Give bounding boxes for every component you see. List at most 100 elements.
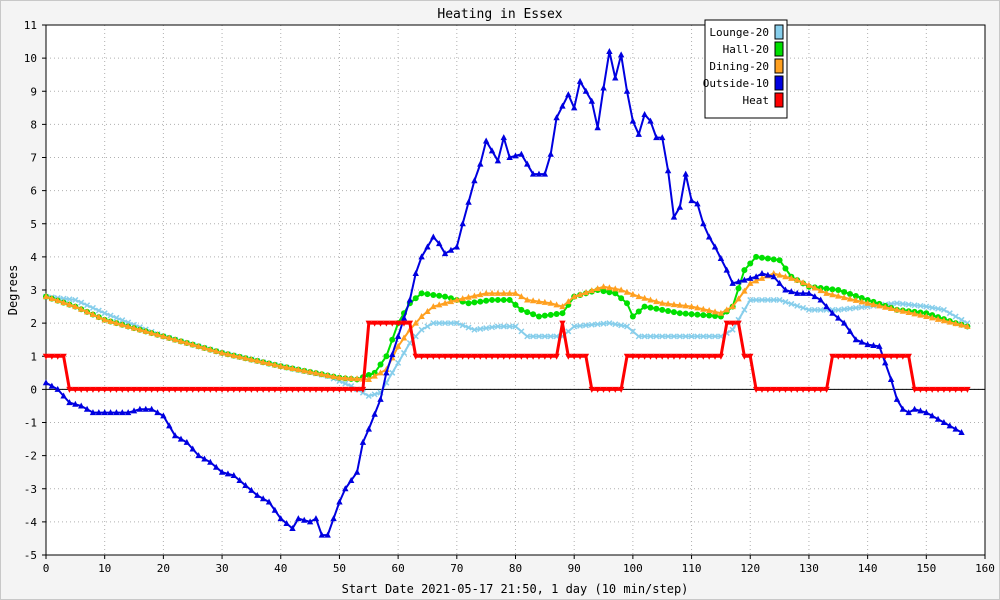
data-point <box>535 353 543 360</box>
data-point <box>659 299 666 306</box>
data-point <box>817 386 824 393</box>
x-axis-label: Start Date 2021-05-17 21:50, 1 day (10 m… <box>342 582 689 596</box>
data-point <box>840 319 848 326</box>
y-axis-label: Degrees <box>6 265 20 316</box>
data-point <box>230 386 237 393</box>
data-point <box>430 233 437 240</box>
data-point <box>265 498 273 505</box>
data-point <box>477 353 484 360</box>
data-point <box>142 327 149 334</box>
data-point <box>565 353 572 360</box>
data-point <box>705 307 713 314</box>
data-point <box>365 425 372 432</box>
data-point <box>84 302 91 309</box>
data-point <box>647 304 654 311</box>
data-point <box>623 288 631 295</box>
data-point <box>400 320 408 327</box>
data-point <box>870 301 877 308</box>
data-point <box>641 303 648 310</box>
data-point <box>312 515 320 522</box>
data-point <box>741 353 748 360</box>
data-point <box>841 288 848 295</box>
data-point <box>306 518 314 525</box>
data-point <box>512 353 519 360</box>
data-point <box>483 297 490 304</box>
data-point <box>758 269 766 276</box>
data-point <box>529 170 537 177</box>
data-point <box>952 386 959 393</box>
data-point <box>418 313 425 319</box>
data-point <box>712 313 719 320</box>
data-point <box>641 333 648 340</box>
data-point <box>78 386 85 393</box>
data-point <box>653 305 660 312</box>
data-point <box>676 203 684 210</box>
data-point <box>852 292 859 299</box>
data-point <box>512 152 519 159</box>
data-point <box>829 291 836 298</box>
data-point <box>265 386 273 393</box>
y-tick-label: 3 <box>30 284 37 297</box>
data-point <box>629 117 637 124</box>
data-point <box>794 386 801 393</box>
data-point <box>840 294 848 301</box>
data-point <box>418 290 425 297</box>
data-point <box>89 409 97 416</box>
data-point <box>776 257 783 264</box>
data-point <box>113 409 120 416</box>
data-point <box>83 308 91 315</box>
data-point <box>371 320 378 327</box>
data-point <box>635 130 642 137</box>
data-point <box>670 353 678 360</box>
data-point <box>224 350 232 357</box>
data-point <box>823 285 830 292</box>
data-point <box>482 137 490 144</box>
data-point <box>647 296 654 303</box>
data-point <box>236 353 243 360</box>
data-point <box>712 333 719 340</box>
data-point <box>700 220 707 227</box>
data-point <box>177 435 185 442</box>
data-point <box>312 386 320 393</box>
data-point <box>805 281 813 288</box>
x-tick-label: 20 <box>157 562 170 575</box>
data-point <box>752 277 760 284</box>
data-point <box>406 339 413 347</box>
data-point <box>248 386 255 393</box>
data-point <box>130 324 138 331</box>
data-point <box>436 240 443 247</box>
data-point <box>582 87 590 94</box>
data-point <box>617 386 625 393</box>
data-point <box>389 320 396 327</box>
data-point <box>659 353 666 360</box>
data-point <box>312 369 320 376</box>
legend-swatch <box>774 24 784 40</box>
data-point <box>553 353 560 360</box>
data-point <box>353 375 361 382</box>
data-point <box>823 386 830 393</box>
data-point <box>383 320 390 327</box>
data-point <box>758 386 766 393</box>
data-point <box>394 342 402 349</box>
data-point <box>72 296 79 303</box>
data-point <box>676 301 684 308</box>
data-point <box>201 344 208 351</box>
data-point <box>342 386 349 393</box>
data-point <box>430 353 437 360</box>
data-point <box>48 295 56 302</box>
data-point <box>559 320 566 327</box>
data-point <box>735 278 742 285</box>
data-point <box>512 323 519 330</box>
legend-label: Heat <box>743 94 770 107</box>
data-point <box>295 366 302 373</box>
data-point <box>811 293 819 300</box>
data-point <box>799 289 807 296</box>
data-point <box>218 386 226 393</box>
data-point <box>395 359 402 366</box>
data-point <box>488 353 496 360</box>
data-point <box>835 353 842 360</box>
data-point <box>541 312 548 319</box>
data-point <box>124 322 132 329</box>
data-point <box>694 333 701 340</box>
data-point <box>447 246 455 253</box>
